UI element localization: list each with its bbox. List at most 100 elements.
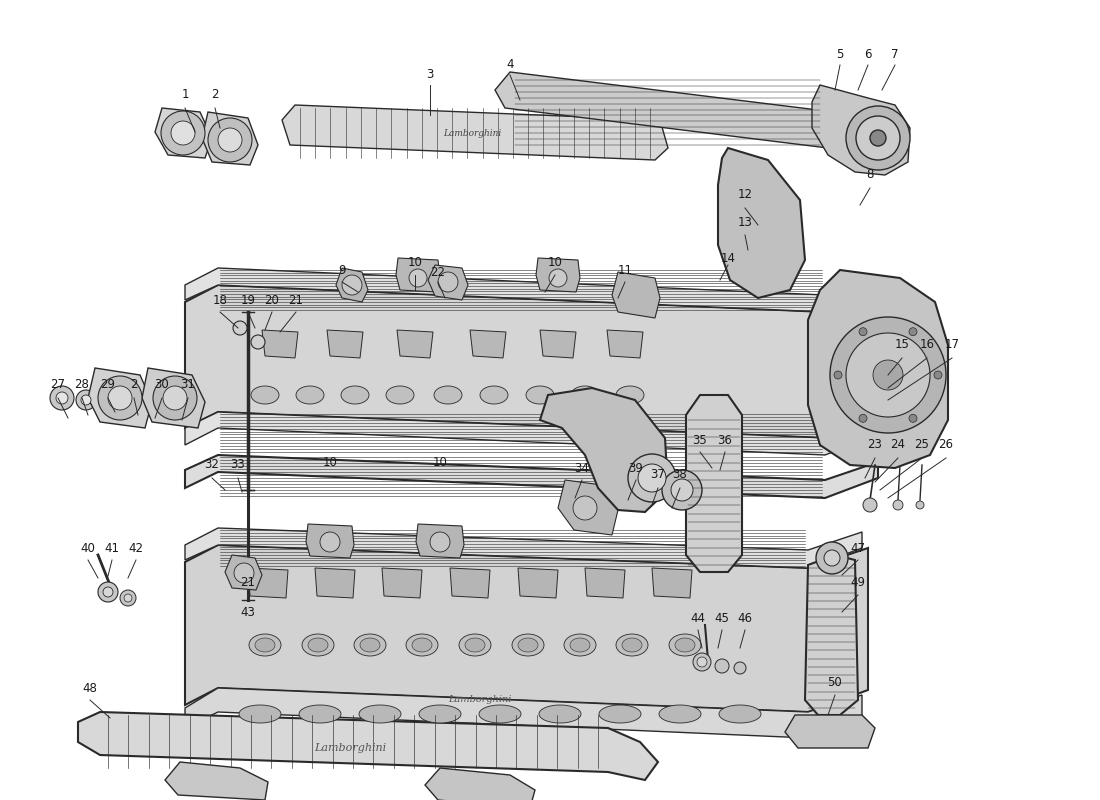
Text: Lamborghini: Lamborghini	[443, 129, 502, 138]
Polygon shape	[202, 112, 258, 165]
Circle shape	[153, 376, 197, 420]
Polygon shape	[185, 412, 878, 455]
Circle shape	[909, 328, 917, 336]
Polygon shape	[416, 524, 464, 558]
Ellipse shape	[564, 634, 596, 656]
Polygon shape	[78, 712, 658, 780]
Circle shape	[124, 594, 132, 602]
Polygon shape	[495, 72, 835, 148]
Circle shape	[638, 464, 666, 492]
Text: 45: 45	[715, 611, 729, 625]
Polygon shape	[785, 715, 874, 748]
Text: 2: 2	[211, 89, 219, 102]
Circle shape	[103, 587, 113, 597]
Ellipse shape	[251, 386, 279, 404]
Text: 33: 33	[231, 458, 245, 471]
Circle shape	[824, 550, 840, 566]
Polygon shape	[805, 555, 858, 715]
Ellipse shape	[296, 386, 324, 404]
Polygon shape	[558, 480, 618, 535]
Ellipse shape	[675, 638, 695, 652]
Polygon shape	[248, 568, 288, 598]
Text: 1: 1	[182, 89, 189, 102]
Text: 21: 21	[241, 575, 255, 589]
Ellipse shape	[459, 634, 491, 656]
Polygon shape	[540, 388, 668, 512]
Text: 3: 3	[427, 69, 433, 82]
Circle shape	[856, 116, 900, 160]
Ellipse shape	[434, 386, 462, 404]
Circle shape	[734, 662, 746, 674]
Ellipse shape	[659, 705, 701, 723]
Ellipse shape	[621, 638, 642, 652]
Circle shape	[98, 582, 118, 602]
Circle shape	[98, 376, 142, 420]
Circle shape	[859, 328, 867, 336]
Circle shape	[846, 333, 929, 417]
Text: 29: 29	[100, 378, 116, 391]
Text: 4: 4	[506, 58, 514, 71]
Polygon shape	[185, 688, 862, 738]
Circle shape	[108, 386, 132, 410]
Text: 12: 12	[737, 189, 752, 202]
Text: 25: 25	[914, 438, 929, 451]
Polygon shape	[315, 568, 355, 598]
Circle shape	[549, 269, 566, 287]
Text: 10: 10	[408, 255, 422, 269]
Text: 28: 28	[75, 378, 89, 391]
Polygon shape	[396, 258, 440, 292]
Circle shape	[662, 470, 702, 510]
Ellipse shape	[302, 634, 334, 656]
Text: 18: 18	[212, 294, 228, 306]
Circle shape	[81, 395, 91, 405]
Text: 6: 6	[865, 49, 871, 62]
Polygon shape	[165, 762, 268, 800]
Text: 22: 22	[430, 266, 446, 278]
Circle shape	[251, 335, 265, 349]
Polygon shape	[397, 330, 433, 358]
Circle shape	[715, 659, 729, 673]
Circle shape	[816, 542, 848, 574]
Polygon shape	[470, 330, 506, 358]
Text: 17: 17	[945, 338, 959, 351]
Ellipse shape	[255, 638, 275, 652]
Ellipse shape	[239, 705, 280, 723]
Text: 41: 41	[104, 542, 120, 554]
Ellipse shape	[419, 705, 461, 723]
Ellipse shape	[341, 386, 368, 404]
Text: 8: 8	[867, 169, 873, 182]
Text: 38: 38	[672, 469, 688, 482]
Ellipse shape	[354, 634, 386, 656]
Text: 2: 2	[130, 378, 138, 391]
Polygon shape	[282, 105, 668, 160]
Text: 39: 39	[628, 462, 643, 474]
Polygon shape	[185, 268, 878, 312]
Text: 42: 42	[129, 542, 143, 554]
Polygon shape	[185, 455, 878, 498]
Ellipse shape	[669, 634, 701, 656]
Circle shape	[846, 106, 910, 170]
Ellipse shape	[616, 634, 648, 656]
Text: 48: 48	[82, 682, 98, 694]
Text: 47: 47	[850, 542, 866, 554]
Circle shape	[120, 590, 136, 606]
Circle shape	[934, 371, 942, 379]
Ellipse shape	[386, 386, 414, 404]
Ellipse shape	[480, 386, 508, 404]
Polygon shape	[306, 524, 354, 558]
Circle shape	[628, 454, 676, 502]
Text: 10: 10	[548, 255, 562, 269]
Polygon shape	[612, 272, 660, 318]
Circle shape	[234, 563, 254, 583]
Text: 46: 46	[737, 611, 752, 625]
Text: 9: 9	[339, 263, 345, 277]
Text: 16: 16	[920, 338, 935, 351]
Circle shape	[909, 414, 917, 422]
Text: 30: 30	[155, 378, 169, 391]
Text: Lamborghini: Lamborghini	[449, 695, 512, 705]
Text: 27: 27	[51, 378, 66, 391]
Text: 14: 14	[720, 251, 736, 265]
Circle shape	[342, 275, 362, 295]
Circle shape	[893, 500, 903, 510]
Polygon shape	[518, 568, 558, 598]
